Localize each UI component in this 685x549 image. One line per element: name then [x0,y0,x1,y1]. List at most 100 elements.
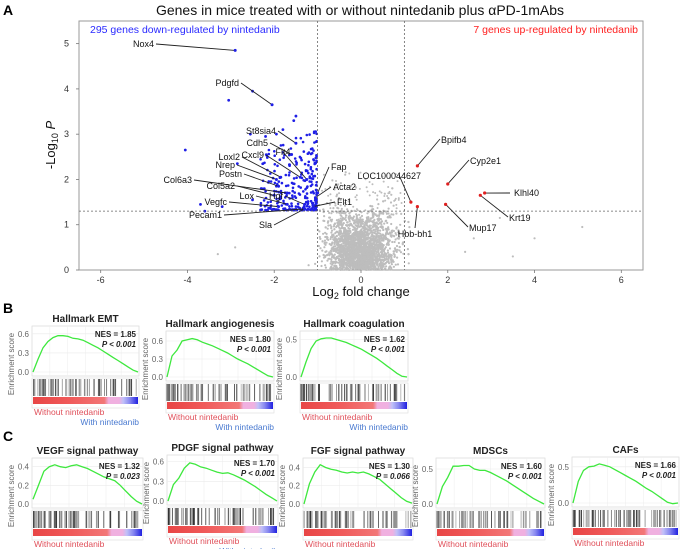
nes-value: NES = 1.60 [501,462,543,471]
ns-point [402,252,405,255]
ns-point [327,194,330,197]
ns-point [372,258,375,261]
rank-gradient-bar [301,402,407,409]
ns-point [335,261,338,264]
ns-point [358,265,361,269]
down-point [314,208,318,211]
ns-point [332,207,335,210]
up-point [409,200,413,204]
gsea-y-label: Enrichment score [141,337,150,400]
ns-point [385,219,388,222]
ns-point [533,237,536,240]
down-point [294,205,298,208]
down-point [312,158,316,162]
ns-point [331,229,334,232]
ns-point [350,253,353,256]
ns-point [381,243,384,246]
down-point [293,182,296,186]
ns-point [347,232,351,235]
ns-point [338,263,341,266]
down-point [299,186,303,189]
down-point [288,171,291,174]
ns-point [352,205,355,208]
ns-point [371,220,374,223]
gsea-y-label: Enrichment score [7,332,16,395]
ns-point [342,247,345,250]
ns-point [350,224,353,227]
ns-point [333,264,336,268]
ns-point [401,242,404,245]
down-point [311,201,315,205]
gene-label: Acta2 [333,182,356,192]
leader-line [315,186,332,198]
gsea-y-label: Enrichment score [7,464,16,527]
ns-point [377,251,380,254]
down-point [309,199,313,203]
ns-point [307,264,310,267]
down-point [301,140,305,144]
ns-point [340,221,343,224]
ns-point [398,249,401,252]
ns-point [344,243,347,246]
ns-point [345,251,348,255]
down-point [264,208,267,212]
ns-point [356,241,359,244]
ns-point [384,267,387,270]
ns-point [393,240,396,244]
ns-point [352,216,355,220]
rank-gradient-bar [33,397,138,404]
enrichment-curve [303,463,413,505]
down-point [273,150,276,153]
gene-hits [33,379,137,396]
ns-point [390,235,393,238]
ns-point [347,215,350,218]
with-nintedanib-label: With nintedanib [80,417,139,427]
down-point [276,164,279,168]
ns-point [380,220,384,223]
down-point [306,200,310,203]
ns-point [366,237,369,240]
ns-point [366,250,369,254]
y-tick-label: 4 [64,84,69,94]
ns-point [337,225,340,228]
y-tick-label: 0.0 [286,373,298,382]
ns-point [375,226,378,229]
ns-point [234,246,237,249]
down-point [281,143,285,147]
ns-point [394,197,397,200]
leader-line [417,138,441,167]
y-tick-label: 0.5 [422,465,434,474]
down-point [305,186,309,189]
ns-point [358,187,361,190]
ns-point [338,255,341,258]
down-point [280,204,284,207]
ns-point [333,239,336,242]
y-tick-label: 2 [64,174,69,184]
ns-point [361,230,364,234]
y-tick-label: 0.0 [152,373,164,382]
down-point [269,180,273,183]
ns-point [347,200,350,203]
ns-point [368,180,371,183]
down-points [183,89,319,213]
ns-point [326,259,329,262]
up-point [446,182,450,186]
down-point [287,173,291,177]
y-tick-label: 0.3 [152,355,164,364]
leader-line [445,204,469,228]
down-point [315,154,318,157]
gene-hits [33,511,139,528]
ns-point [367,252,370,256]
ns-point [362,226,365,229]
x-axis-label-sub: 2 [334,291,339,301]
x-axis-label-main: Log [312,284,334,299]
ns-point [322,232,325,235]
gene-label: Fap [331,162,347,172]
up-point [478,193,482,197]
ns-point [374,213,377,216]
ns-point [387,186,390,189]
ns-point [362,255,365,259]
gene-label: Flt1 [337,197,352,207]
ns-point [380,211,383,214]
down-point [293,191,297,194]
